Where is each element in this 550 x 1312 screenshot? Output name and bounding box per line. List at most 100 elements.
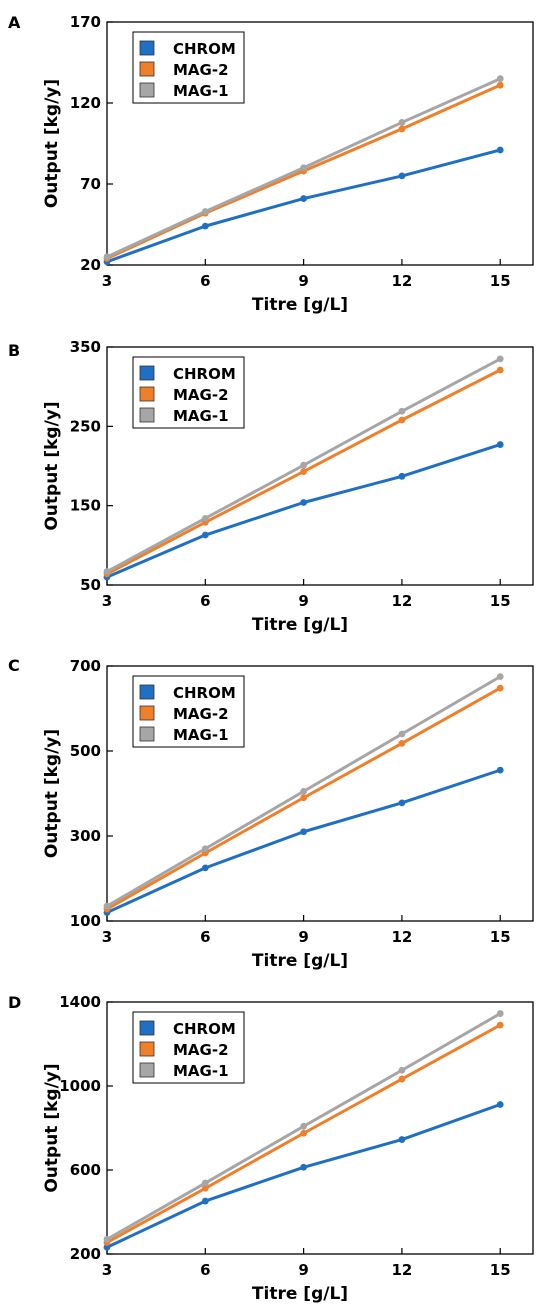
legend: CHROM MAG-2 MAG-1 (132, 1011, 245, 1084)
legend-label-chrom: CHROM (173, 684, 236, 702)
data-point-chrom (398, 472, 406, 480)
legend-swatch-mag-2 (139, 1041, 155, 1057)
legend-label-mag-1: MAG-1 (173, 407, 229, 425)
data-point-mag-1 (201, 845, 209, 853)
y-tick-label: 1000 (59, 1077, 101, 1095)
y-tick-label: 100 (70, 912, 101, 930)
data-point-chrom (201, 1197, 209, 1205)
y-tick-label: 700 (70, 657, 101, 675)
x-tick-label: 6 (200, 272, 210, 290)
x-tick-label: 3 (102, 1261, 112, 1279)
x-tick-label: 9 (298, 272, 308, 290)
data-point-chrom (103, 1243, 111, 1251)
panel-letter: B (8, 341, 20, 360)
y-tick-label: 600 (70, 1161, 101, 1179)
data-point-chrom (300, 499, 308, 506)
data-point-mag-1 (201, 514, 209, 522)
data-point-mag-2 (300, 468, 308, 475)
x-tick-label: 3 (102, 592, 112, 610)
data-point-mag-2 (398, 739, 406, 747)
y-axis-title: Output [kg/y] (42, 1063, 62, 1192)
data-point-mag-1 (103, 568, 111, 575)
y-tick-label: 300 (70, 827, 101, 845)
y-tick-label: 500 (70, 742, 101, 760)
plot-frame (106, 346, 534, 586)
plot-frame (106, 1001, 534, 1255)
data-point-mag-2 (398, 125, 406, 133)
data-point-mag-2 (496, 366, 504, 374)
x-tick-label: 3 (102, 272, 112, 290)
data-point-mag-1 (300, 787, 308, 795)
data-point-mag-2 (201, 1184, 209, 1192)
data-point-mag-1 (398, 119, 406, 126)
legend: CHROM MAG-2 MAG-1 (132, 31, 245, 104)
y-tick-label: 50 (80, 576, 101, 594)
legend-swatch-mag-2 (139, 61, 155, 77)
data-point-mag-2 (398, 1075, 406, 1083)
data-point-chrom (398, 172, 406, 180)
x-tick-label: 15 (490, 592, 511, 610)
y-tick-label: 170 (70, 13, 101, 31)
x-tick-label: 12 (391, 928, 412, 946)
x-tick-label: 3 (102, 928, 112, 946)
legend-swatch-mag-1 (139, 407, 155, 423)
legend: CHROM MAG-2 MAG-1 (132, 675, 245, 748)
legend-label-mag-2: MAG-2 (173, 61, 229, 79)
legend-swatch-mag-1 (139, 82, 155, 98)
x-tick-label: 9 (298, 592, 308, 610)
data-point-chrom (201, 222, 209, 230)
y-axis-title: Output [kg/y] (42, 79, 62, 208)
y-tick-label: 350 (70, 338, 101, 356)
data-point-mag-1 (103, 1235, 111, 1243)
legend-label-mag-1: MAG-1 (173, 1062, 229, 1080)
data-point-mag-1 (300, 1122, 308, 1130)
legend-swatch-mag-1 (139, 726, 155, 742)
data-point-mag-1 (496, 1010, 504, 1017)
chart-panel-b: B 3 6 9 12 15 50 150 250 350 Titre [g/L] Output [kg… (8, 338, 534, 635)
data-point-mag-1 (496, 673, 504, 681)
legend-label-mag-1: MAG-1 (173, 726, 229, 744)
data-point-mag-1 (398, 407, 406, 415)
y-tick-label: 150 (70, 497, 101, 515)
data-point-chrom (496, 1101, 504, 1108)
data-point-chrom (300, 1163, 308, 1171)
x-axis-title: Titre [g/L] (252, 951, 348, 971)
x-tick-label: 12 (391, 1261, 412, 1279)
y-tick-label: 20 (80, 256, 101, 274)
x-tick-label: 15 (490, 928, 511, 946)
legend-label-chrom: CHROM (173, 1020, 236, 1038)
y-tick-label: 200 (70, 1245, 101, 1263)
x-tick-label: 15 (490, 272, 511, 290)
x-tick-label: 15 (490, 1261, 511, 1279)
data-point-mag-2 (300, 794, 308, 802)
legend-label-mag-2: MAG-2 (173, 705, 229, 723)
data-point-chrom (300, 828, 308, 836)
data-point-chrom (300, 195, 308, 202)
data-point-chrom (201, 864, 209, 872)
legend-swatch-chrom (139, 365, 155, 381)
panel-letter: C (8, 656, 20, 675)
legend-label-chrom: CHROM (173, 40, 236, 58)
chart-panel-d: D 3 6 9 12 15 200 600 1000 1400 Titre [g/L] Output … (8, 993, 534, 1304)
data-point-chrom (496, 441, 504, 448)
data-point-chrom (496, 766, 504, 774)
data-point-mag-1 (201, 208, 209, 215)
panel-letter: D (8, 993, 21, 1012)
x-tick-label: 9 (298, 1261, 308, 1279)
legend-label-mag-1: MAG-1 (173, 82, 229, 100)
chart-panel-a: A 3 6 9 12 15 20 70 120 170 Titre [g/L] Output [kg/… (8, 13, 534, 315)
legend-swatch-mag-1 (139, 1062, 155, 1078)
data-point-chrom (496, 146, 504, 154)
plot-frame (106, 21, 534, 266)
x-axis-title: Titre [g/L] (252, 615, 348, 635)
x-tick-label: 12 (391, 592, 412, 610)
data-point-mag-1 (103, 902, 111, 910)
data-point-mag-1 (300, 461, 308, 469)
x-axis-title: Titre [g/L] (252, 295, 348, 315)
y-tick-label: 1400 (59, 993, 101, 1011)
y-tick-label: 120 (70, 94, 101, 112)
x-tick-label: 6 (200, 592, 210, 610)
data-point-chrom (398, 1136, 406, 1143)
x-tick-label: 12 (391, 272, 412, 290)
